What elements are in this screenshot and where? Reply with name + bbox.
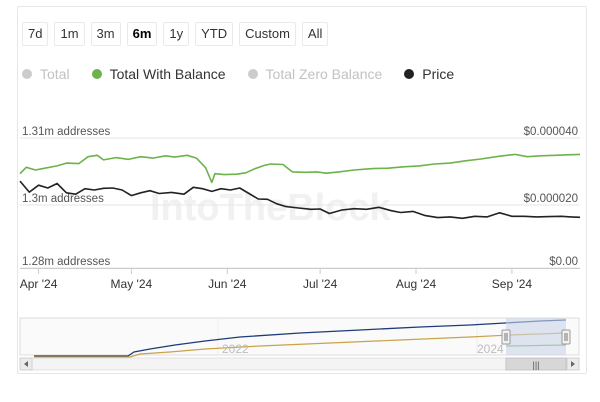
range-button-6m[interactable]: 6m (126, 22, 158, 46)
caret-right-icon (571, 361, 575, 367)
y-left-tick-label: 1.31m addresses (22, 126, 110, 138)
watermark: IntoTheBlock (150, 187, 392, 229)
chart-legend: Total Total With Balance Total Zero Balanc… (22, 66, 454, 82)
series-line-total-with-balance[interactable] (19, 153, 581, 184)
legend-dot-icon (91, 69, 102, 79)
legend-label: Price (422, 66, 455, 82)
x-tick-label: Jul '24 (303, 277, 338, 291)
x-tick-label: May '24 (111, 277, 153, 291)
x-tick-label: Sep '24 (492, 277, 533, 291)
chart-container (17, 6, 587, 374)
scrollbar-thumb[interactable] (505, 357, 567, 371)
range-button-custom[interactable]: Custom (239, 22, 296, 46)
navigator-year-label: 2022 (222, 342, 249, 356)
range-selector: 7d 1m 3m 6m 1y YTD Custom All (22, 22, 329, 46)
y-right-tick-label: $0.00 (549, 256, 578, 268)
y-left-tick-label: 1.28m addresses (22, 256, 110, 268)
navigator-year-label: 2024 (477, 342, 504, 356)
navigator-handle-right[interactable] (561, 329, 571, 345)
x-tick-label: Jun '24 (208, 277, 247, 291)
navigator-handle-left[interactable] (501, 329, 511, 345)
series-line-price[interactable] (19, 180, 581, 220)
series-lines (19, 153, 581, 220)
range-button-7d[interactable]: 7d (22, 22, 49, 46)
x-tick-label: Apr '24 (20, 277, 58, 291)
caret-left-icon (24, 361, 28, 367)
range-button-all[interactable]: All (301, 22, 329, 46)
legend-label: Total Zero Balance (265, 66, 383, 82)
range-button-ytd[interactable]: YTD (195, 22, 234, 46)
navigator-series-balance (34, 332, 567, 358)
y-left-tick-label: 1.3m addresses (22, 193, 104, 205)
range-button-1y[interactable]: 1y (163, 22, 190, 46)
y-right-tick-label: $0.000020 (524, 193, 578, 205)
range-button-1m[interactable]: 1m (54, 22, 85, 46)
range-button-3m[interactable]: 3m (90, 22, 121, 46)
y-axis-labels: 1.31m addresses 1.3m addresses 1.28m addre… (22, 126, 578, 268)
legend-dot-icon (247, 69, 258, 79)
navigator-series-total (34, 319, 567, 357)
legend-item-total-with-balance[interactable]: Total With Balance (91, 66, 226, 82)
legend-dot-icon (404, 69, 415, 79)
y-right-tick-label: $0.000040 (524, 126, 578, 138)
navigator-selection[interactable] (506, 318, 566, 355)
scrollbar-grip-icon: ||| (532, 360, 539, 370)
legend-label: Total With Balance (109, 66, 226, 82)
legend-label: Total (40, 66, 70, 82)
navigator[interactable]: 2022 2024 ||| (19, 317, 580, 371)
legend-item-total-zero-balance[interactable]: Total Zero Balance (247, 66, 383, 82)
legend-dot-icon (22, 69, 32, 79)
legend-item-total[interactable]: Total (22, 66, 70, 82)
scrollbar-track[interactable] (19, 357, 580, 371)
legend-item-price[interactable]: Price (404, 66, 454, 82)
x-axis: Apr '24 May '24 Jun '24 Jul '24 Aug '24 Sep '… (20, 268, 580, 291)
x-tick-label: Aug '24 (396, 277, 437, 291)
